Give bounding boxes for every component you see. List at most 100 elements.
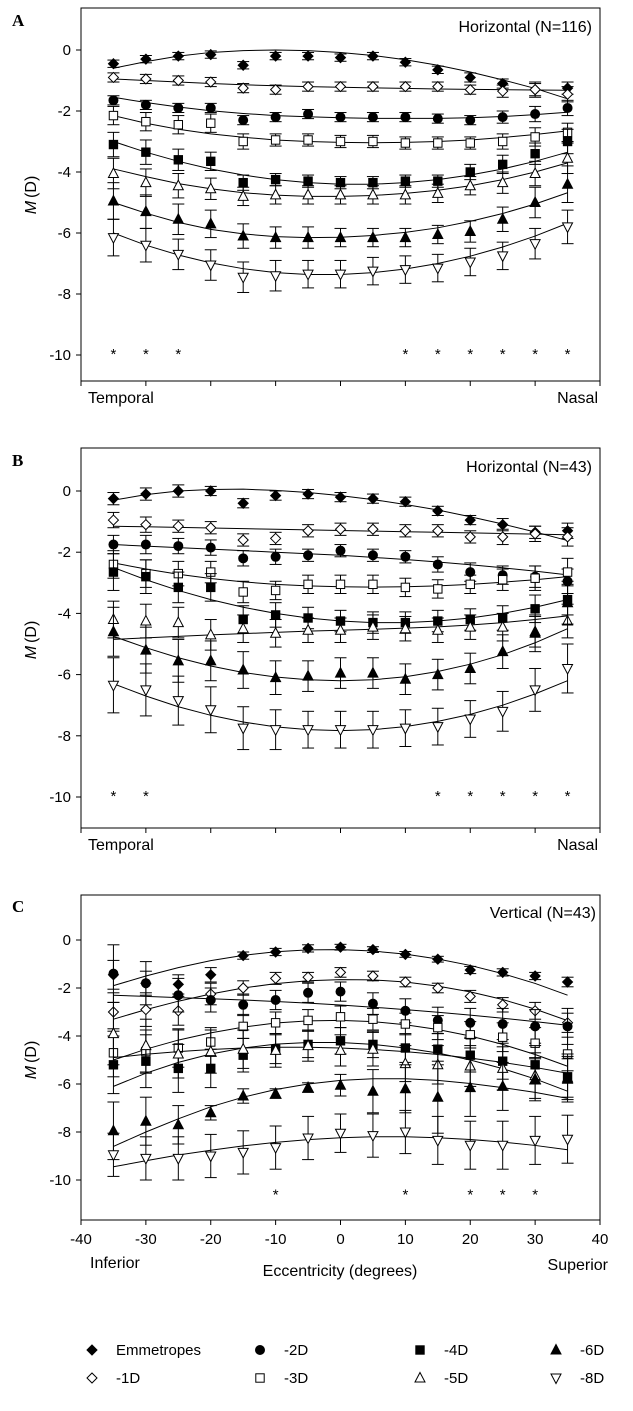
legend-label-m4: -4D: [444, 1342, 468, 1359]
series-em-point: [205, 485, 217, 497]
series-m8-point: [431, 263, 444, 275]
panel-a-y-tick-label: -4: [58, 164, 71, 181]
series-m3-point: [141, 116, 151, 127]
legend-item-m2: -2D: [255, 1342, 308, 1359]
series-m8-point: [172, 1153, 185, 1165]
series-m8: [107, 1109, 574, 1181]
series-m6-point: [302, 1081, 314, 1093]
panel-c: C Vertical (N=43) M(D) 0-2-4-6-8-10 -40-…: [12, 894, 609, 1280]
series-m2-point: [400, 112, 411, 123]
panel-b-x-end-right: Nasal: [557, 837, 598, 854]
series-m2-point: [238, 553, 249, 564]
series-m1-point: [464, 990, 476, 1003]
panel-c-x-end-left: Inferior: [90, 1255, 140, 1272]
panel-c-x-tick-label: -10: [265, 1231, 287, 1248]
series-em-point: [237, 949, 249, 962]
series-m6-point: [529, 626, 541, 638]
series-m5-point: [172, 616, 185, 628]
panel-b-letter: B: [12, 451, 23, 470]
legend-marker-m5: [414, 1371, 426, 1383]
panel-c-significance-star: *: [532, 1187, 538, 1204]
series-em-point: [205, 48, 217, 61]
series-m8: [107, 643, 574, 751]
series-m2-point: [432, 559, 443, 570]
series-m5-point: [204, 182, 217, 194]
series-m3-point: [270, 585, 281, 596]
panel-a-y-tick-label: -8: [58, 286, 71, 303]
series-m2-point: [140, 539, 151, 550]
panel-b-y-axis-label: M (D): [23, 621, 40, 660]
series-m8-point: [561, 663, 574, 676]
series-m6-point: [431, 668, 444, 680]
series-m1-fit-line: [113, 979, 568, 1022]
series-m6-point: [561, 596, 574, 608]
series-m1-point: [302, 80, 314, 93]
series-m6-point: [269, 671, 282, 683]
legend-marker-m1: [86, 1372, 98, 1384]
panel-c-significance-star: *: [500, 1187, 506, 1204]
series-m8-point: [140, 685, 152, 697]
series-m1-point: [302, 971, 314, 983]
series-m6-point: [464, 661, 477, 673]
legend-item-m8: -8D: [550, 1370, 604, 1387]
series-m3-point: [465, 579, 475, 590]
series-m8-point: [529, 685, 541, 697]
series-em-point: [302, 942, 314, 955]
legend-label-m2: -2D: [284, 1342, 308, 1359]
panel-c-x-ticks: -40 -30 -20 -10 0 10 20 30 40: [70, 1231, 608, 1248]
series-m5: [107, 142, 574, 207]
series-m3-point: [433, 584, 443, 594]
panel-a-data: [107, 48, 574, 293]
series-m6-point: [496, 1079, 509, 1091]
panel-a: A Horizontal (N=116) M (D) 0 -2 -4 -6 -8 -10 *…: [12, 7, 601, 407]
series-em-point: [399, 496, 412, 508]
panel-a-y-tick-label: -10: [49, 347, 71, 364]
series-em-point: [269, 489, 282, 502]
series-m5-point: [140, 1039, 152, 1051]
series-em-point: [237, 59, 249, 71]
series-m5-point: [496, 176, 509, 188]
panel-a-letter: A: [12, 11, 25, 30]
series-m2-point: [238, 999, 249, 1010]
series-m1-point: [205, 522, 217, 534]
series-m5-point: [399, 622, 412, 634]
panel-a-significance-star: *: [111, 346, 117, 363]
series-m1-point: [399, 80, 412, 93]
series-m6-point: [237, 229, 250, 241]
series-m1-point: [432, 982, 444, 994]
series-m1-point: [107, 71, 120, 84]
panel-b-y-axis-label-var: M: [23, 645, 40, 659]
series-m8-point: [367, 266, 379, 278]
legend-item-m6: -6D: [550, 1342, 604, 1359]
series-m1-point: [399, 525, 412, 537]
series-m8-point: [302, 725, 314, 737]
panel-c-x-tick-label: 10: [397, 1231, 414, 1248]
series-em-point: [269, 50, 282, 62]
series-m6-point: [431, 227, 444, 240]
panel-a-significance-star: *: [500, 346, 506, 363]
series-m8-point: [464, 714, 477, 726]
series-m1-point: [140, 73, 152, 85]
series-m6-point: [367, 1084, 379, 1096]
series-m8-point: [334, 1128, 347, 1140]
series-em-point: [269, 946, 282, 958]
legend-label-em: Emmetropes: [116, 1342, 201, 1359]
series-m4-point: [270, 174, 281, 185]
panel-c-x-axis-label: Eccentricity (degrees): [263, 1263, 418, 1280]
legend-label-m1: -1D: [116, 1370, 140, 1387]
series-m4-point: [530, 604, 540, 614]
panel-a-y-tick-label: -2: [58, 103, 71, 120]
panel-b-y-tick-label: 0: [63, 483, 71, 500]
series-em-point: [464, 964, 476, 976]
series-m1-point: [529, 528, 541, 540]
series-m2-point: [497, 112, 508, 123]
panel-a-y-tick-label: -6: [58, 225, 71, 242]
series-m8: [107, 209, 574, 293]
panel-b-y-tick-label: -2: [58, 544, 71, 561]
series-m8-point: [529, 1135, 541, 1147]
series-m8-point: [496, 706, 509, 718]
series-m1-point: [367, 970, 379, 982]
series-m2-point: [335, 545, 346, 556]
series-m5-point: [237, 189, 250, 201]
series-m2-point: [303, 987, 314, 998]
